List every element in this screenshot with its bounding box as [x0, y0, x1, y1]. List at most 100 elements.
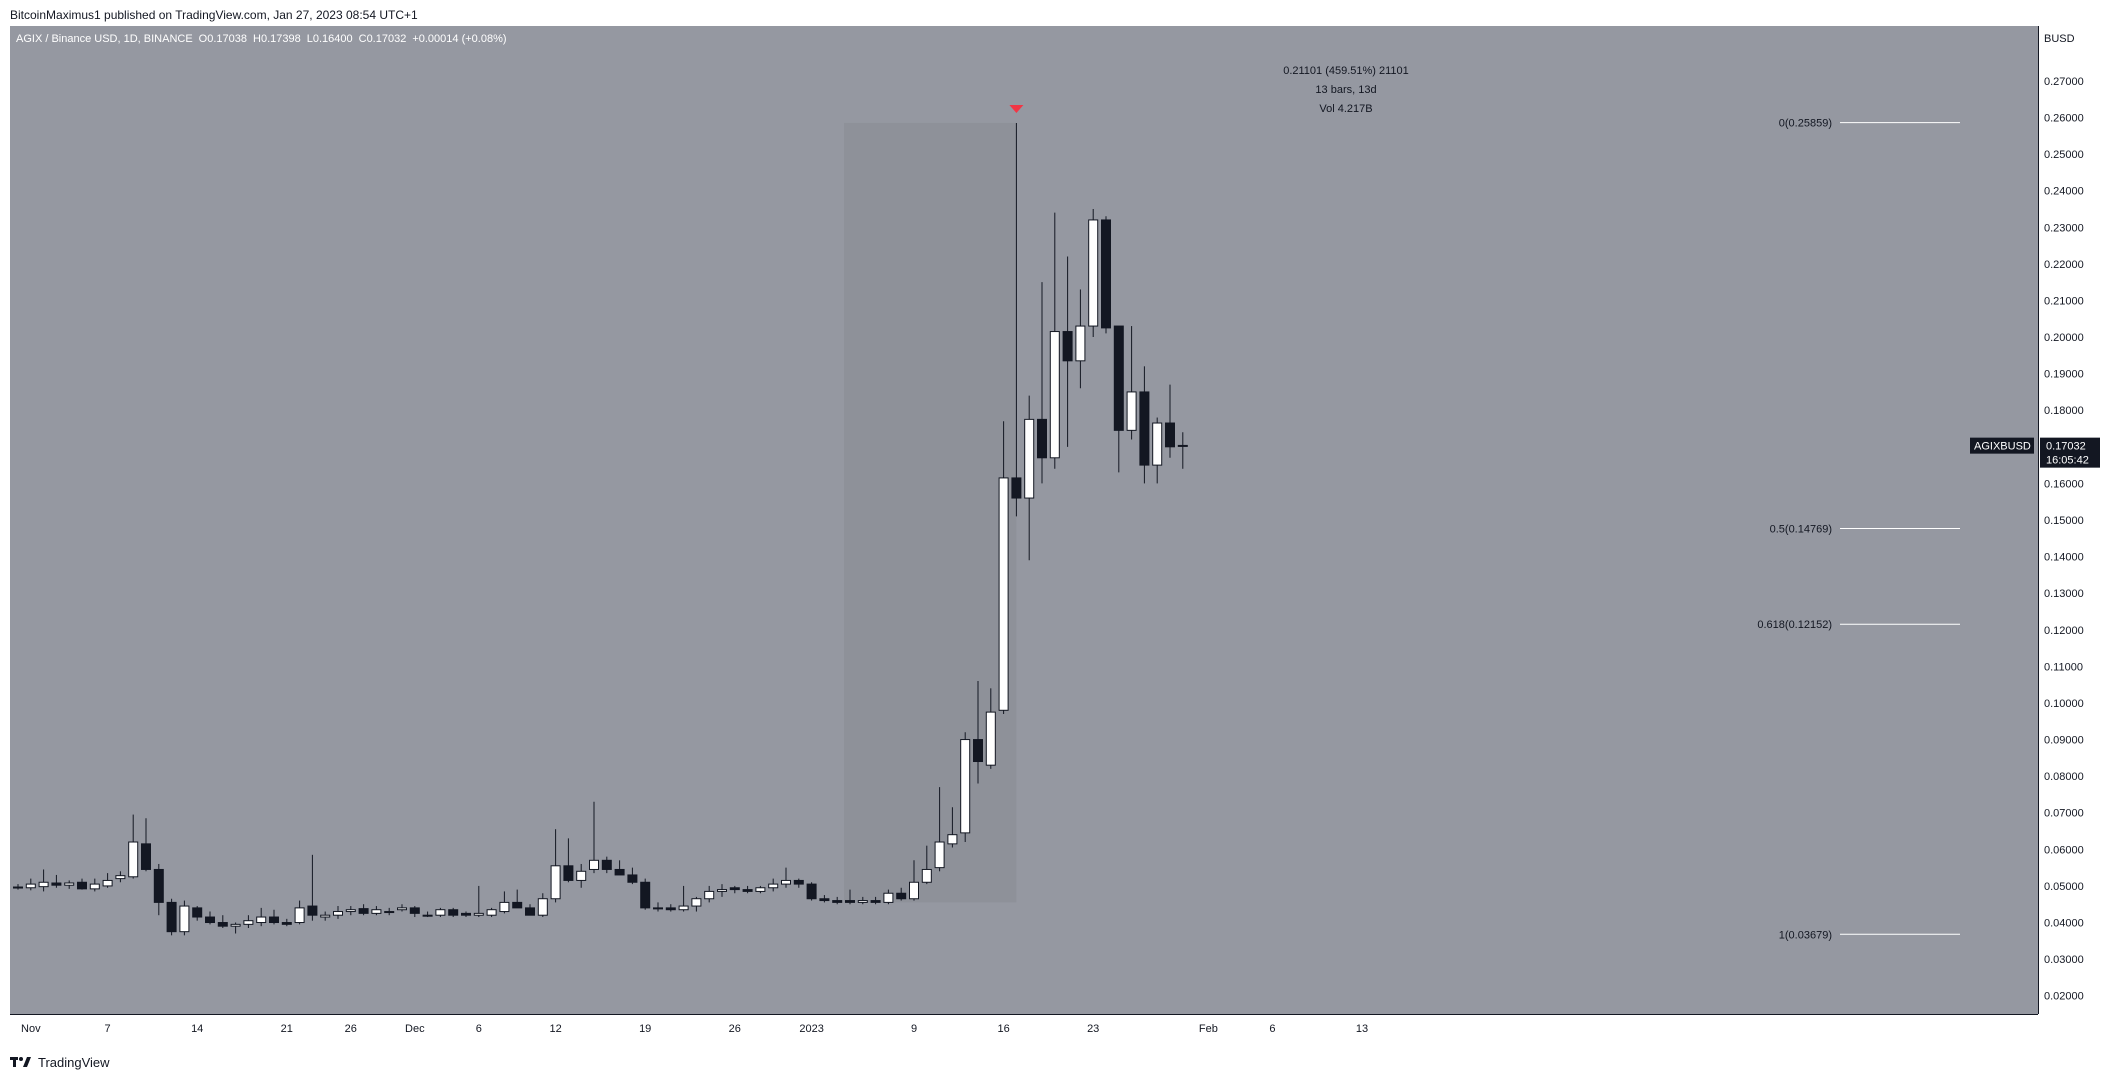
- candle: [1152, 417, 1163, 484]
- candle-body: [294, 907, 305, 924]
- candle-body: [448, 909, 459, 916]
- candle-body: [89, 883, 100, 890]
- legend-open-label: O: [199, 33, 208, 45]
- candle: [1037, 282, 1047, 484]
- fib-level-label: 0(0.25859): [1779, 118, 1832, 130]
- price-axis-tick: 0.20000: [2044, 332, 2084, 344]
- candle-body: [13, 886, 23, 889]
- price-axis-tick: 0.05000: [2044, 881, 2084, 893]
- candle-body: [832, 900, 843, 903]
- candle-body: [486, 909, 497, 916]
- candle-body: [1062, 331, 1073, 362]
- candle: [1024, 395, 1035, 561]
- time-axis-tick: 14: [191, 1023, 203, 1035]
- candle-body: [601, 859, 612, 870]
- candle: [870, 896, 881, 905]
- candle: [998, 421, 1009, 714]
- candle: [742, 885, 753, 894]
- price-axis-tick: 0.25000: [2044, 149, 2084, 161]
- candle-body: [947, 834, 958, 845]
- price-chart[interactable]: 0(0.25859) 0.5(0.14769) 0.618(0.12152) 1(0.…: [10, 26, 2113, 1044]
- candle-body: [422, 914, 433, 917]
- price-axis[interactable]: 0.02000 0.03000 0.04000 0.05000 0.06000 0.070…: [2038, 26, 2084, 1014]
- candle-body: [371, 909, 382, 914]
- candle-body: [896, 892, 907, 900]
- price-axis-tick: 0.15000: [2044, 515, 2084, 527]
- legend-low-label: L: [307, 33, 313, 45]
- legend-high-value: 0.17398: [261, 33, 301, 45]
- candle: [51, 874, 62, 888]
- time-axis-tick: 6: [476, 1023, 482, 1035]
- candle-body: [1011, 477, 1022, 499]
- time-axis-tick: 21: [281, 1023, 293, 1035]
- time-axis-tick: 26: [729, 1023, 741, 1035]
- legend-high-label: H: [253, 33, 261, 45]
- candle: [1049, 212, 1060, 469]
- candle: [397, 904, 407, 912]
- candle-body: [307, 905, 318, 916]
- candle-body: [25, 883, 36, 889]
- candle: [281, 918, 292, 927]
- candle-body: [845, 900, 855, 903]
- candle: [576, 863, 587, 888]
- candle-body: [1075, 325, 1086, 362]
- candle-body: [909, 881, 919, 900]
- candle: [806, 882, 817, 901]
- candle-body: [1165, 422, 1175, 448]
- time-axis-tick: 16: [997, 1023, 1009, 1035]
- footer: TradingView: [10, 1052, 110, 1072]
- peak-marker-icon: [1009, 104, 1024, 113]
- candle: [819, 895, 830, 903]
- candle-body: [115, 875, 126, 880]
- candle-body: [755, 887, 766, 892]
- candle-body: [576, 870, 587, 881]
- price-axis-tick: 0.06000: [2044, 844, 2084, 856]
- candle: [525, 904, 535, 916]
- legend-close-label: C: [359, 33, 367, 45]
- candle-body: [704, 890, 715, 900]
- candle-body: [550, 865, 561, 900]
- measure-label-change: 0.21101 (459.51%) 21101: [1283, 65, 1409, 77]
- candle: [13, 884, 23, 890]
- candle: [589, 801, 599, 874]
- fib-level-label: 0.618(0.12152): [1757, 619, 1832, 631]
- time-axis[interactable]: Nov 7 14 21 26 Dec 6 12 19 26 2023 9 16 23 Feb 6 13: [10, 1014, 2038, 1036]
- price-tag-price-bg: [2040, 437, 2100, 468]
- candle-body: [781, 879, 791, 885]
- candle: [345, 906, 356, 916]
- candle: [486, 907, 497, 918]
- candle-body: [256, 916, 267, 924]
- candle-body: [38, 881, 49, 888]
- footer-brand[interactable]: TradingView: [38, 1054, 110, 1070]
- candle-body: [563, 865, 574, 881]
- candle-body: [166, 901, 177, 933]
- candle-body: [627, 874, 638, 883]
- candle: [89, 878, 100, 892]
- candle: [499, 891, 510, 914]
- time-axis-tick: 23: [1087, 1023, 1099, 1035]
- candle-body: [269, 916, 279, 924]
- candle-body: [397, 907, 407, 911]
- tradingview-logo-icon[interactable]: [10, 1055, 32, 1069]
- candle-body: [973, 739, 983, 763]
- time-axis-tick: 2023: [799, 1023, 823, 1035]
- chart-area[interactable]: 0(0.25859) 0.5(0.14769) 0.618(0.12152) 1(0.…: [10, 26, 2113, 1044]
- time-axis-tick: Nov: [21, 1023, 41, 1035]
- time-axis-tick: 13: [1356, 1023, 1368, 1035]
- candle: [601, 856, 612, 874]
- candle-body: [51, 882, 62, 886]
- time-axis-tick: 7: [105, 1023, 111, 1035]
- candle: [614, 860, 625, 876]
- candle-body: [77, 881, 87, 890]
- candle: [921, 845, 932, 885]
- candle: [896, 887, 907, 901]
- price-axis-tick: 0.07000: [2044, 808, 2084, 820]
- candle: [1139, 366, 1150, 484]
- candle-body: [819, 898, 830, 902]
- candle-body: [243, 920, 254, 925]
- candle: [691, 896, 702, 912]
- candle-body: [409, 907, 420, 914]
- candle: [384, 907, 395, 916]
- price-axis-tick: 0.26000: [2044, 112, 2084, 124]
- candle-body: [1177, 444, 1188, 447]
